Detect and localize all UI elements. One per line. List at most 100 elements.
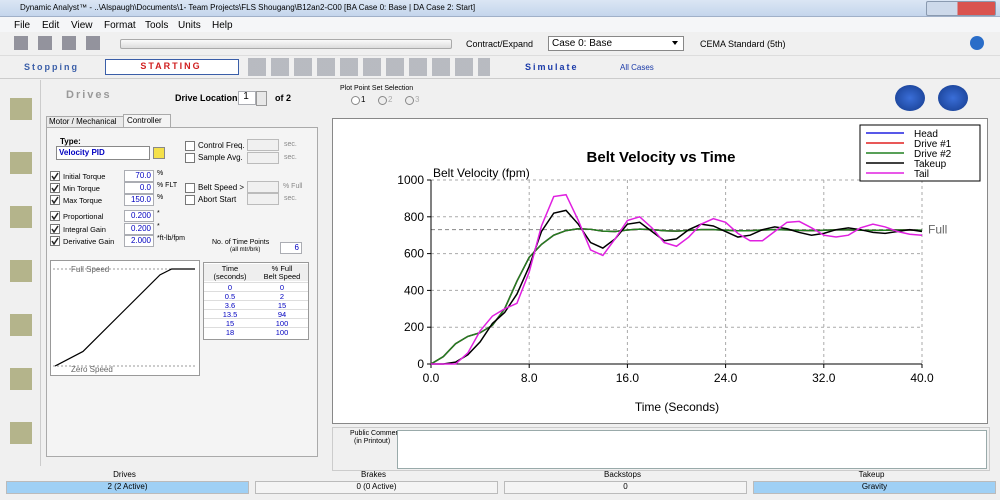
drive-location-label: Drive Location [175,93,238,103]
field-label: Min Torque [63,184,100,193]
label: Abort Start [198,195,237,204]
panel-title: Drives [66,89,112,101]
comments-label: Public Comments [350,430,405,437]
radio[interactable] [351,96,360,105]
menu-item[interactable]: View [71,20,93,31]
field-label: Max Torque [63,196,103,205]
table-cell: 15 [256,300,308,310]
checkbox[interactable] [50,183,60,193]
tab-label: Motor / Mechanical [49,117,117,126]
menu-item[interactable]: Units [178,20,201,31]
table-cell: 0 [256,282,308,292]
starting: STARTING [140,61,202,71]
field-unit: *ft-lb/fpm [157,235,186,242]
menu-item[interactable]: Tools [145,20,169,31]
field-label: Derivative Gain [63,237,115,246]
contract-expand[interactable]: Contract/Expand [466,39,534,49]
plot-point-title: Plot Point Set Selection [340,85,414,92]
field-input[interactable]: 0.0 [124,182,154,194]
field-unit: % [157,194,164,201]
table-cell: 0.5 [204,291,256,301]
x-tick-label: 32.0 [812,371,836,385]
stopping[interactable]: Stopping [24,62,79,72]
status-value: 2 (2 Active) [6,481,249,494]
field-input[interactable]: 150.0 [124,194,154,206]
series-line [430,228,923,365]
checkbox[interactable] [50,236,60,246]
check [51,212,59,221]
radio-label: 2 [388,95,393,104]
case-select[interactable] [548,36,684,51]
checkbox[interactable] [185,195,195,205]
series-line [431,209,923,365]
analysis-icons[interactable] [248,58,490,76]
radio[interactable] [378,96,387,105]
table-cell: 100 [256,327,308,337]
field-input[interactable]: 0.200 [124,223,154,235]
status-header: Drives [113,470,136,479]
table-header: Time [204,264,256,273]
tab-label: Controller [127,116,162,125]
input [247,139,279,151]
unit: sec. [284,141,297,148]
simulate[interactable]: Simulate [525,62,579,72]
tab-active[interactable] [123,114,171,128]
help-icon[interactable] [153,147,165,159]
table-header: Belt Speed [256,272,308,281]
check [51,225,59,234]
comments-input[interactable] [397,430,987,469]
spinner[interactable] [256,91,267,106]
menu-item[interactable]: Help [212,20,233,31]
check [51,172,59,181]
x-axis-label: Time (Seconds) [635,400,719,414]
field-input[interactable]: 70.0 [124,170,154,182]
radio[interactable] [405,96,414,105]
checkbox[interactable] [50,171,60,181]
field-label: Proportional [63,212,104,221]
forward-button[interactable] [938,85,968,111]
checkbox[interactable] [50,224,60,234]
field-input[interactable]: 2.000 [124,235,154,247]
help-button[interactable] [970,36,984,50]
checkbox[interactable] [185,141,195,151]
menu-item[interactable]: File [14,20,31,31]
speed-profile: Full Speed Zero Speed [50,260,200,376]
label: (all mtr/brk) [230,247,261,253]
table-cell: 2 [256,291,308,301]
checkbox[interactable] [50,195,60,205]
table-cell: 3.6 [204,300,256,310]
starting-box[interactable] [105,59,239,75]
y-tick-label: 200 [404,320,424,334]
window-title: Dynamic Analyst™ - ..\Alspaugh\Documents… [20,3,476,12]
x-tick-label: 8.0 [521,371,538,385]
type-select[interactable] [56,146,150,160]
time-points[interactable]: 6 [280,242,302,254]
zero-speed-label: Zero Speed [71,365,113,374]
x-tick-label: 0.0 [423,371,440,385]
drive-location[interactable]: 1 [238,91,256,105]
checkbox[interactable] [185,153,195,163]
legend-label: Drive #2 [914,149,952,160]
label: Sample Avg. [198,153,243,162]
field-label: Initial Torque [63,172,106,181]
sidebar-icons[interactable] [10,98,32,448]
checkbox[interactable] [50,211,60,221]
select-arrow [672,41,678,45]
checkbox[interactable] [185,183,195,193]
field-unit: * [157,210,160,217]
label: Control Freq. [198,141,245,150]
field-input[interactable]: 0.200 [124,210,154,222]
all-cases[interactable]: All Cases [620,63,654,72]
input [247,193,279,205]
back-button[interactable] [895,85,925,111]
y-tick-label: 1000 [397,173,424,187]
toolbar-icons[interactable] [14,36,104,50]
unit: sec. [284,195,297,202]
menu-item[interactable]: Edit [42,20,60,31]
status-value: 0 [504,481,747,494]
window-controls[interactable] [926,1,996,16]
case-select-text: Case 0: Base [552,38,613,49]
menu-item[interactable]: Format [104,20,136,31]
series-line [430,228,923,365]
